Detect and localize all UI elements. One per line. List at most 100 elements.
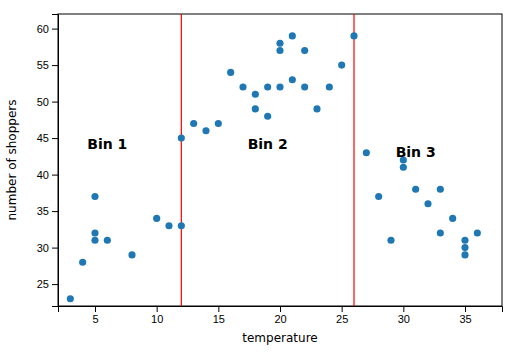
tick-label: 60 <box>37 23 49 35</box>
point <box>239 83 246 90</box>
annotation: Bin 3 <box>396 144 436 160</box>
tick-label: 35 <box>37 205 49 217</box>
point <box>437 229 444 236</box>
tick: 15 <box>213 306 225 325</box>
tick: 20 <box>274 306 286 325</box>
x-axis-title: temperature <box>242 331 317 345</box>
tick-mark <box>52 284 58 285</box>
tick-label: 25 <box>37 278 49 290</box>
tick: 25 <box>37 278 58 290</box>
point <box>461 237 468 244</box>
tick: 55 <box>37 59 58 71</box>
point <box>79 259 86 266</box>
plot-frame <box>58 14 502 306</box>
tick-label: 10 <box>151 313 163 325</box>
vertical-line <box>181 14 182 306</box>
tick: 25 <box>336 306 348 325</box>
tick-label: 25 <box>336 313 348 325</box>
point <box>424 200 431 207</box>
point <box>91 193 98 200</box>
point <box>350 32 357 39</box>
tick-mark <box>52 248 58 249</box>
point <box>178 135 185 142</box>
annotations: Bin 1 Bin 2 Bin 3 <box>87 136 435 159</box>
tick: 40 <box>37 169 58 181</box>
point <box>252 105 259 112</box>
point <box>153 215 160 222</box>
plot: 51015202530352530354045505560Bin 1Bin 2B… <box>37 14 503 325</box>
tick: 35 <box>459 306 471 325</box>
point <box>301 47 308 54</box>
tick-label: 30 <box>398 313 410 325</box>
point <box>474 229 481 236</box>
point <box>338 62 345 69</box>
point <box>165 222 172 229</box>
point <box>91 229 98 236</box>
tick-label: 20 <box>274 313 286 325</box>
tick-mark <box>52 211 58 212</box>
point <box>104 237 111 244</box>
point <box>326 83 333 90</box>
tick-label: 50 <box>37 96 49 108</box>
tick: 30 <box>398 306 410 325</box>
tick-mark <box>95 306 96 312</box>
point <box>363 149 370 156</box>
tick-mark <box>342 306 343 312</box>
tick-mark <box>52 29 58 30</box>
point <box>461 244 468 251</box>
tick-mark <box>52 102 58 103</box>
tick-mark <box>403 306 404 312</box>
annotation: Bin 1 <box>87 136 127 152</box>
axis-line <box>52 15 59 307</box>
point <box>437 186 444 193</box>
tick-label: 30 <box>37 242 49 254</box>
point <box>202 127 209 134</box>
point <box>264 83 271 90</box>
tick: 30 <box>37 242 58 254</box>
tick: 50 <box>37 96 58 108</box>
point <box>289 76 296 83</box>
point <box>67 295 74 302</box>
point <box>227 69 234 76</box>
point <box>375 193 382 200</box>
point <box>178 222 185 229</box>
point <box>264 113 271 120</box>
vertical-line <box>353 14 354 306</box>
tick: 60 <box>37 23 58 35</box>
tick-label: 35 <box>459 313 471 325</box>
point <box>190 120 197 127</box>
tick: 5 <box>92 306 98 325</box>
tick: 35 <box>37 205 58 217</box>
point <box>276 47 283 54</box>
point <box>449 215 456 222</box>
point <box>387 237 394 244</box>
y-axis: 25 30 35 40 45 50 55 60 <box>37 15 59 307</box>
tick-mark <box>52 138 58 139</box>
tick-mark <box>157 306 158 312</box>
chart: 51015202530352530354045505560Bin 1Bin 2B… <box>0 0 518 352</box>
point <box>128 251 135 258</box>
tick-label: 40 <box>37 169 49 181</box>
tick-mark <box>280 306 281 312</box>
annotation: Bin 2 <box>248 136 288 152</box>
tick-mark <box>52 175 58 176</box>
point <box>313 105 320 112</box>
tick: 45 <box>37 132 58 144</box>
y-axis-title: number of shoppers <box>5 99 19 220</box>
tick-label: 15 <box>213 313 225 325</box>
tick-mark <box>465 306 466 312</box>
marks <box>67 14 481 306</box>
tick-mark <box>52 65 58 66</box>
point <box>252 91 259 98</box>
point <box>400 164 407 171</box>
tick-mark <box>218 306 219 312</box>
point <box>289 32 296 39</box>
axis-line <box>59 307 503 313</box>
point <box>215 120 222 127</box>
point <box>301 83 308 90</box>
tick-label: 55 <box>37 59 49 71</box>
point <box>461 251 468 258</box>
tick-label: 45 <box>37 132 49 144</box>
point <box>412 186 419 193</box>
point <box>276 40 283 47</box>
